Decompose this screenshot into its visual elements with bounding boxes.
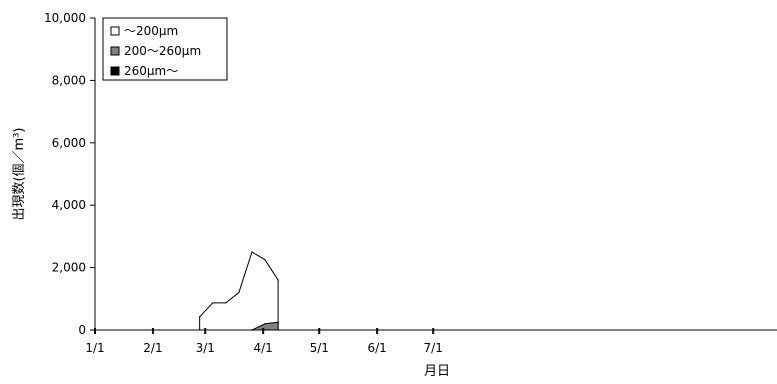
x-tick-label: 5/1 xyxy=(310,341,329,355)
data-point xyxy=(238,291,240,294)
y-tick-label: 0 xyxy=(78,323,86,337)
y-tick-label: 4,000 xyxy=(52,198,86,212)
x-axis-label: 月日 xyxy=(424,364,450,379)
series-layer xyxy=(199,251,279,331)
x-ticks: 1/1 2/1 3/1 4/1 5/1 6/1 7/1 xyxy=(85,328,443,355)
x-tick-label: 3/1 xyxy=(196,341,215,355)
y-ticks: 0 2,000 4,000 6,000 8,000 10,000 xyxy=(44,11,95,337)
legend-swatch-3 xyxy=(110,66,120,76)
y-tick-label: 2,000 xyxy=(52,261,86,275)
data-point xyxy=(264,323,266,325)
legend-label-2: 200～260μm xyxy=(124,44,201,58)
x-tick-label: 6/1 xyxy=(367,341,386,355)
legend-label-3: 260μm～ xyxy=(124,64,178,78)
data-point xyxy=(264,259,266,261)
series-area-1 xyxy=(199,251,279,331)
y-tick-label: 8,000 xyxy=(52,73,86,87)
axes-layer xyxy=(94,18,777,331)
y-tick-label: 10,000 xyxy=(44,11,86,25)
data-point xyxy=(225,302,227,304)
x-tick-label: 7/1 xyxy=(424,341,443,355)
y-axis-label: 出現数(個／m³) xyxy=(12,127,27,220)
data-point xyxy=(277,321,279,323)
legend-swatch-1 xyxy=(110,26,120,36)
legend-label-1: ～200μm xyxy=(124,24,178,38)
legend: ～200μm 200～260μm 260μm～ xyxy=(102,17,228,81)
x-tick-label: 2/1 xyxy=(143,341,162,355)
x-tick-label: 4/1 xyxy=(254,341,273,355)
y-tick-label: 6,000 xyxy=(52,136,86,150)
data-point xyxy=(212,302,214,304)
data-point xyxy=(251,251,253,253)
legend-swatch-2 xyxy=(110,46,120,56)
data-point xyxy=(199,316,201,318)
data-point xyxy=(277,279,279,281)
x-tick-label: 1/1 xyxy=(85,341,104,355)
legend-box xyxy=(102,17,228,81)
